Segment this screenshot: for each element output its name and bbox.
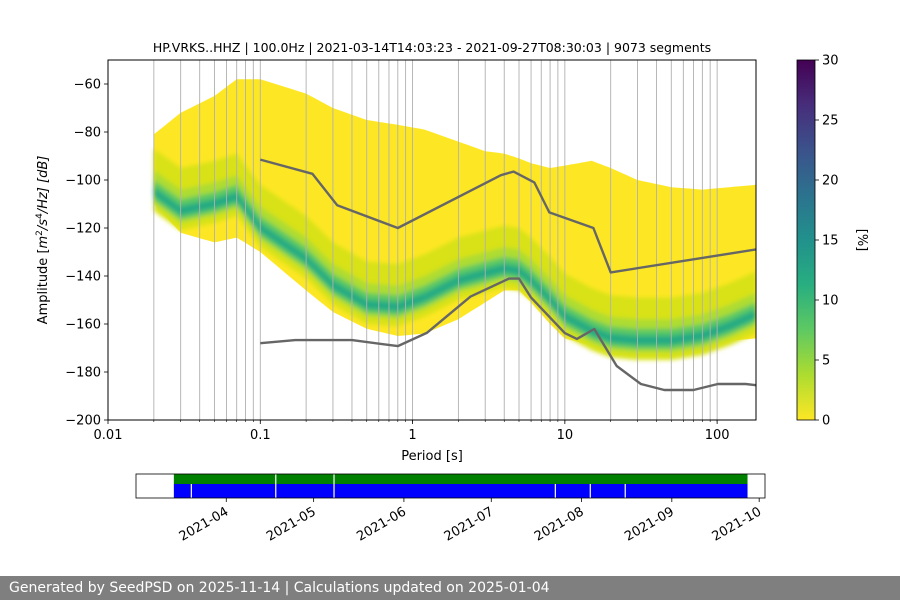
plot-frame [107,59,757,421]
date-tick-label: 2021-10 [710,504,765,544]
footer: Generated by SeedPSD on 2025-11-14 | Cal… [0,576,900,600]
data-availability-bar: 2021-04 2021-05 2021-06 2021-07 2021-08 2021-… [135,473,766,545]
y-tick-label: −200 [65,414,101,429]
x-tick-label: 10 [557,428,574,443]
date-tick-label: 2021-07 [442,504,497,544]
x-axis-label: Period [s] [401,449,463,464]
y-axis-ticks: −60 −80 −100 −120 −140 −160 −180 −200 [65,78,108,429]
y-tick-label: −180 [65,366,101,381]
colorbar-gradient [796,59,816,421]
density-layer-1 [153,148,756,360]
y-axis-label: Amplitude [m2/s4/Hz] [dB] [35,156,51,325]
colorbar-tick-label: 20 [822,174,839,189]
noise-models [259,158,756,392]
colorbar-tick-label: 30 [822,54,839,69]
colorbar-tick-label: 15 [822,234,839,249]
date-tick-label: 2021-09 [622,504,677,544]
y-tick-label: −100 [65,174,101,189]
chart-title: HP.VRKS..HHZ | 100.0Hz | 2021-03-14T14:0… [153,40,711,55]
x-tick-label: 100 [705,428,730,443]
colorbar-ticks: 0 5 10 15 20 25 30 [815,54,839,429]
date-tick-label: 2021-05 [264,504,319,544]
y-label-part-6: /Hz] [dB] [36,156,51,215]
date-tick-label: 2021-06 [354,504,409,544]
colorbar-tick-label: 25 [822,114,839,129]
curve-nhnm [259,158,756,274]
y-tick-label: −160 [65,318,101,333]
psd-density [153,79,756,360]
colorbar-tick-label: 0 [822,414,830,429]
curve-nlnm [260,277,756,392]
availability-top-row [173,474,748,484]
colorbar-tick-label: 10 [822,294,839,309]
y-label-part-5: 4 [35,213,45,219]
y-label-part-2: m [36,236,51,249]
y-label-part-3: 2 [35,230,45,236]
psd-figure: HP.VRKS..HHZ | 100.0Hz | 2021-03-14T14:0… [35,40,869,545]
availability-frame [135,473,766,499]
y-tick-label: −120 [65,222,101,237]
density-envelope [153,79,756,351]
x-grid [153,60,718,420]
colorbar: 0 5 10 15 20 25 30 [%] [796,54,869,429]
y-tick-label: −140 [65,270,101,285]
date-tick-label: 2021-08 [532,504,587,544]
y-tick-label: −80 [74,126,101,141]
density-layer-2 [153,170,756,353]
x-axis-ticks: 0.01 0.1 1 10 100 [94,420,730,443]
y-tick-label: −60 [74,78,101,93]
y-label-part-4: /s [36,219,51,231]
availability-bottom-row [173,484,748,498]
colorbar-label: [%] [854,229,869,252]
x-tick-label: 1 [408,428,416,443]
date-tick-label: 2021-04 [177,504,232,544]
x-tick-label: 0.1 [250,428,271,443]
x-tick-label: 0.01 [94,428,123,443]
y-label-part-1: Amplitude [ [36,248,51,324]
colorbar-tick-label: 5 [822,354,830,369]
